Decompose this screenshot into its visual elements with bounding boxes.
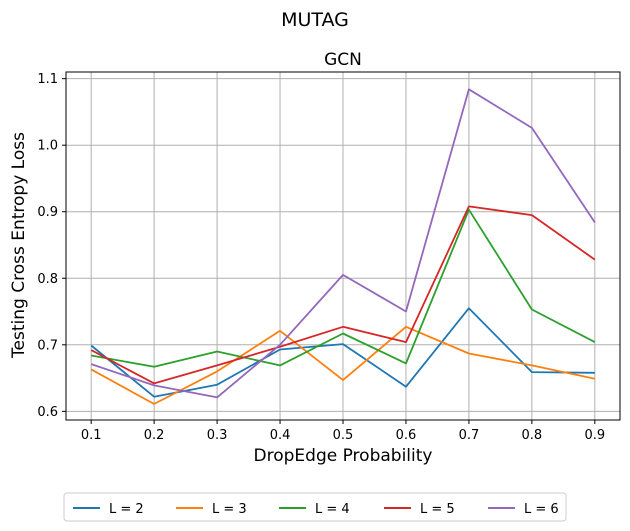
legend-label: L = 6	[524, 502, 559, 517]
legend: L = 2 L = 3 L = 4 L = 5 L = 6	[63, 492, 567, 522]
x-tick-label: 0.6	[396, 428, 417, 443]
legend-label: L = 2	[109, 502, 144, 517]
x-tick-label: 0.9	[584, 428, 605, 443]
y-tick-label: 1.1	[37, 72, 58, 87]
series-lines	[90, 88, 596, 405]
x-tick-label: 0.8	[522, 428, 543, 443]
legend-label: L = 5	[420, 502, 455, 517]
x-tick-label: 0.2	[144, 428, 165, 443]
y-tick-label: 0.7	[37, 338, 58, 353]
series-line	[90, 325, 595, 405]
chart-title: GCN	[324, 50, 362, 70]
x-tick-label: 0.7	[459, 428, 480, 443]
x-tick-label: 0.3	[207, 428, 228, 443]
y-tick-label: 1.0	[37, 139, 58, 154]
y-tick-label: 0.9	[37, 205, 58, 220]
x-tick-label: 0.5	[333, 428, 354, 443]
ticks: 0.1 0.2 0.3 0.4 0.5 0.6 0.7 0.8 0.9 0.6 0.7 0.8 0.9 1…	[37, 72, 605, 443]
series-line	[90, 88, 596, 399]
legend-label: L = 3	[212, 502, 247, 517]
figure-suptitle: MUTAG	[281, 9, 349, 31]
x-tick-label: 0.4	[270, 428, 291, 443]
grid	[66, 72, 620, 420]
y-tick-label: 0.8	[37, 272, 58, 287]
legend-label: L = 4	[315, 502, 350, 517]
x-axis-label: DropEdge Probability	[254, 446, 433, 466]
series-line	[90, 205, 596, 385]
x-tick-label: 0.1	[81, 428, 102, 443]
y-axis-label: Testing Cross Entropy Loss	[9, 132, 29, 359]
y-tick-label: 0.6	[37, 405, 58, 420]
series-line	[91, 208, 596, 368]
legend-frame	[63, 492, 567, 522]
